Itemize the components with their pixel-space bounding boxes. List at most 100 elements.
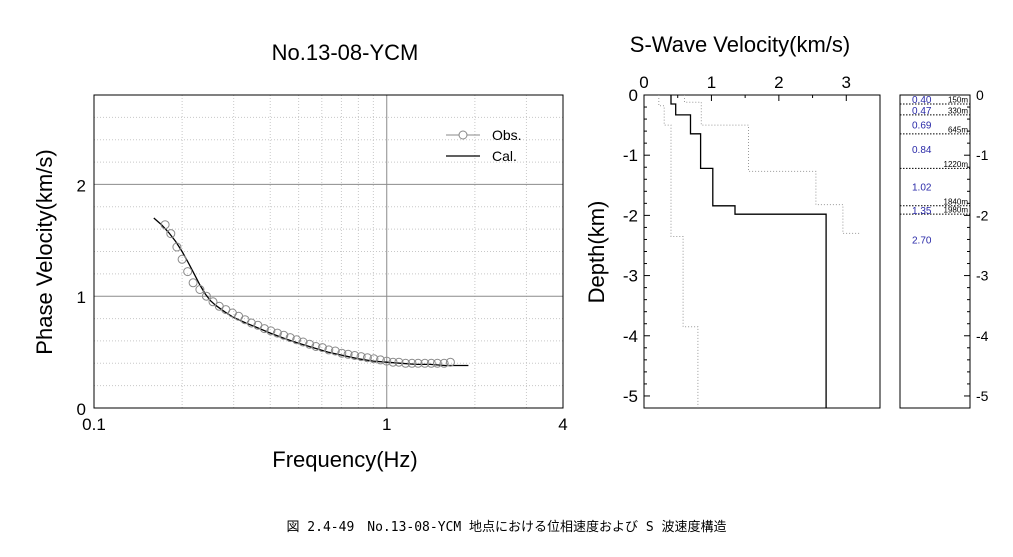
- layer-velocity: 0.47: [912, 106, 932, 117]
- s-wave-y-tick-label: -5: [623, 387, 638, 406]
- legend-obs-marker: [458, 130, 468, 140]
- y-tick-label: 0: [77, 400, 86, 419]
- cal-series-line: [153, 217, 469, 367]
- layer-velocity: 0.40: [912, 95, 932, 106]
- obs-point: [388, 357, 398, 367]
- obs-point: [375, 355, 385, 365]
- layer-depth-tick-label: -4: [976, 328, 989, 344]
- obs-point: [172, 242, 182, 252]
- obs-point: [201, 291, 211, 301]
- phase-velocity-title: No.13-08-YCM: [272, 40, 419, 65]
- layer-velocity: 0.69: [912, 120, 932, 131]
- phase-velocity-grid: [94, 95, 563, 408]
- obs-point: [259, 324, 269, 334]
- s-wave-x-tick-label: 2: [774, 73, 783, 92]
- layer-boundary-depth: 1220m: [944, 160, 969, 169]
- obs-point: [356, 352, 366, 362]
- layer-boundary-depth: 1840m: [944, 197, 969, 206]
- s-wave-y-tick-label: -1: [623, 146, 638, 165]
- obs-point: [445, 357, 455, 367]
- layer-depth-tick-label: -2: [976, 207, 989, 223]
- obs-point: [407, 358, 417, 368]
- obs-point: [413, 358, 423, 368]
- obs-point: [246, 318, 256, 328]
- layer-column-ticks: 0 -1 -2 -3 -4 -5: [964, 87, 989, 404]
- legend-obs-label: Obs.: [492, 127, 522, 143]
- obs-point: [362, 353, 372, 363]
- obs-point: [439, 358, 449, 368]
- obs-point: [394, 357, 404, 367]
- s-wave-series: [658, 95, 860, 408]
- phase-velocity-y-axis-label: Phase Velocity(km/s): [32, 149, 57, 354]
- obs-point: [369, 354, 379, 364]
- layer-velocity: 2.70: [912, 235, 932, 246]
- s-wave-y-axis-label: Depth(km): [584, 201, 609, 304]
- phase-velocity-x-axis-label: Frequency(Hz): [272, 447, 417, 472]
- layer-boundary-depth: 150m: [948, 96, 968, 105]
- s-wave-velocity-chart: 0 1 2 3 0 -1 -2 -3 -4 -5 S-Wave Velocity(km/s) De…: [584, 32, 881, 409]
- obs-point: [272, 328, 282, 338]
- layer-column-frame: [899, 94, 971, 409]
- obs-point: [343, 349, 353, 359]
- layer-velocity: 1.02: [912, 182, 932, 193]
- layer-velocity: 1.35: [912, 206, 932, 217]
- obs-point: [305, 339, 315, 349]
- obs-point: [266, 326, 276, 336]
- layer-boundary-depth: 645m: [948, 125, 968, 134]
- obs-point: [311, 342, 321, 351]
- layer-depth-tick-label: 0: [976, 87, 984, 103]
- s-wave-x-tick-label: 1: [707, 73, 716, 92]
- s-wave-y-tick-label: 0: [629, 86, 638, 105]
- s-wave-x-tick-label: 0: [639, 73, 648, 92]
- obs-point: [195, 285, 205, 294]
- s-wave-y-tick-label: -3: [623, 267, 638, 286]
- x-tick-label: 1: [382, 415, 391, 434]
- s-wave-ticks: 0 1 2 3 0 -1 -2 -3 -4 -5: [623, 73, 881, 406]
- obs-point: [298, 337, 308, 347]
- phase-velocity-legend: Obs. Cal.: [446, 127, 522, 164]
- s-wave-y-tick-label: -4: [623, 327, 638, 346]
- legend-cal-label: Cal.: [492, 148, 517, 164]
- x-tick-label: 0.1: [82, 415, 106, 434]
- obs-point: [382, 356, 392, 366]
- obs-point: [401, 358, 411, 368]
- x-tick-label: 4: [558, 415, 567, 434]
- obs-point: [350, 351, 360, 360]
- s-wave-title: S-Wave Velocity(km/s): [630, 32, 850, 57]
- obs-point: [188, 278, 198, 288]
- obs-point: [330, 346, 340, 356]
- s-wave-plot-frame: [643, 94, 881, 409]
- obs-point: [317, 343, 327, 353]
- obs-point: [279, 330, 289, 340]
- phase-velocity-plot-frame: [93, 94, 564, 409]
- layer-column-layers: 150m 0.40 330m 0.47 645m 0.69 1220m 0.84 1840m 1.…: [900, 95, 970, 246]
- layer-depth-tick-label: -1: [976, 147, 989, 163]
- layer-depth-tick-label: -5: [976, 388, 989, 404]
- obs-point: [432, 358, 442, 368]
- obs-point: [285, 333, 295, 343]
- obs-point: [292, 335, 302, 345]
- s-wave-bound-line: [684, 95, 860, 234]
- layer-column: 0 -1 -2 -3 -4 -5 150m 0.40 330m 0.47 645m 0.69 1220…: [899, 87, 989, 409]
- y-tick-label: 2: [77, 176, 86, 195]
- s-wave-y-tick-label: -2: [623, 206, 638, 225]
- layer-boundary-depth: 330m: [948, 106, 968, 115]
- obs-point: [426, 358, 436, 368]
- layer-depth-tick-label: -3: [976, 268, 989, 284]
- obs-point: [166, 229, 176, 239]
- layer-boundary-depth: 1980m: [944, 206, 969, 215]
- obs-point: [337, 348, 347, 358]
- layer-velocity: 0.84: [912, 145, 932, 156]
- phase-velocity-chart: 0.1 1 4 0 1 2 No.13-08-YCM Frequency(Hz) Phas…: [32, 40, 568, 472]
- phase-velocity-series: [153, 217, 469, 368]
- s-wave-bound-line: [658, 95, 699, 408]
- s-wave-x-tick-label: 3: [842, 73, 851, 92]
- obs-point: [177, 254, 187, 264]
- obs-point: [160, 220, 170, 230]
- obs-point: [208, 297, 218, 307]
- y-tick-label: 1: [77, 288, 86, 307]
- phase-velocity-ticks: 0.1 1 4 0 1 2: [77, 176, 568, 434]
- figure-caption: 図 2.4-49 No.13-08-YCM 地点における位相速度および S 波速…: [286, 520, 727, 535]
- obs-point: [420, 358, 430, 368]
